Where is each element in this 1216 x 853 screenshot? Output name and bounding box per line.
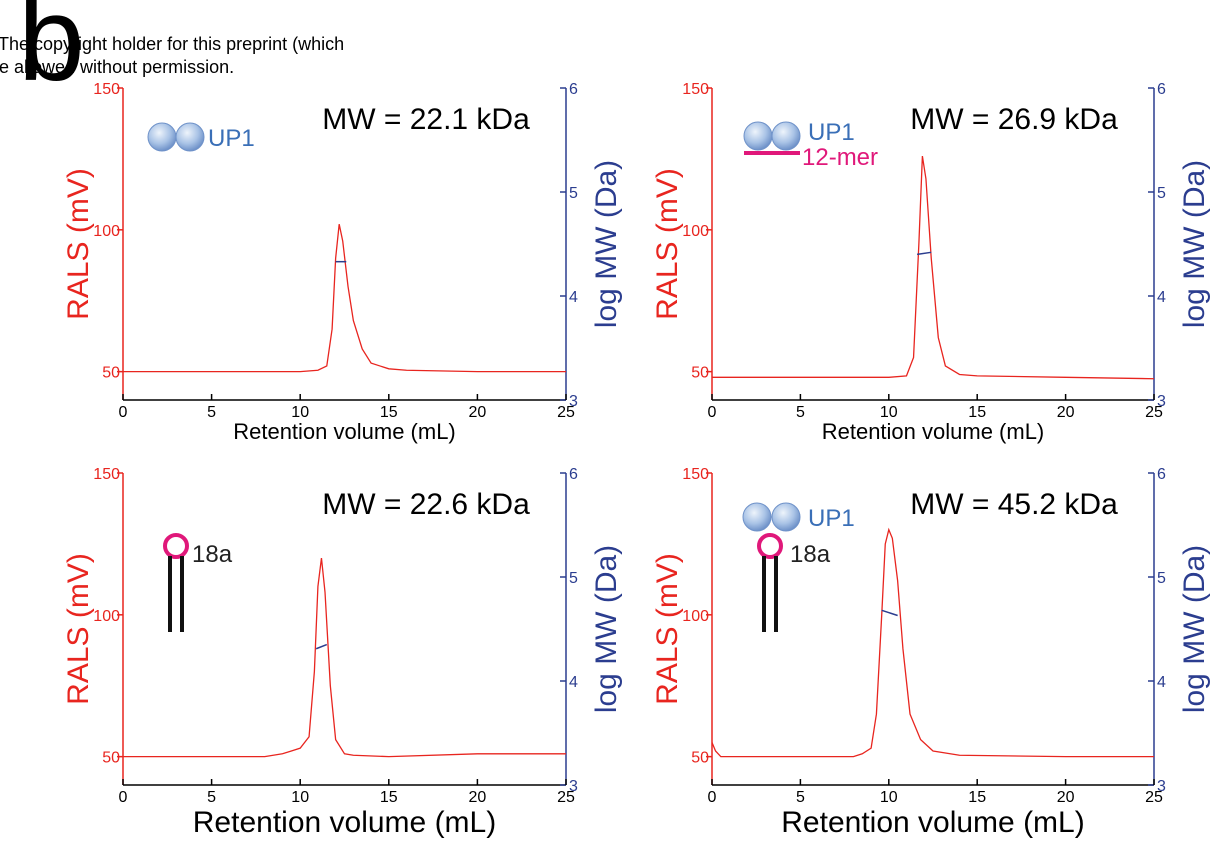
y2-tick-label: 5 (569, 185, 578, 202)
annotation: MW = 26.9 kDa (910, 103, 1118, 136)
annotation: MW = 22.6 kDa (322, 488, 530, 521)
y2-tick-label: 5 (1157, 570, 1166, 587)
y-tick-label: 150 (682, 466, 709, 483)
x-tick-label: 5 (207, 789, 216, 806)
y2-tick-label: 6 (1157, 466, 1166, 483)
x-tick-label: 10 (291, 789, 309, 806)
y2-tick-label: 6 (1157, 81, 1166, 98)
y-tick-label: 100 (93, 608, 120, 625)
y2-axis-label: log MW (Da) (590, 545, 623, 713)
y-axis-label: RALS (mV) (651, 553, 684, 705)
icon-label: UP1 (808, 505, 855, 532)
protein-icon (147, 122, 205, 152)
y2-tick-label: 4 (1157, 674, 1166, 691)
complex-icon (742, 502, 801, 632)
x-tick-label: 15 (968, 789, 986, 806)
figure-label: b (18, 0, 85, 106)
header-text: The copyright holder for this preprint (… (0, 34, 344, 54)
x-tick-label: 20 (1057, 404, 1075, 421)
y-tick-label: 100 (682, 608, 709, 625)
icon-label: UP1 (808, 119, 855, 146)
x-axis-label: Retention volume (mL) (781, 806, 1084, 839)
y2-tick-label: 4 (569, 674, 578, 691)
y-tick-label: 100 (93, 223, 120, 240)
data-line (881, 609, 898, 617)
annotation: MW = 22.1 kDa (322, 103, 530, 136)
y-tick-label: 50 (691, 750, 709, 767)
y-axis-label: RALS (mV) (62, 553, 95, 705)
y2-tick-label: 6 (569, 466, 578, 483)
icon-label: UP1 (208, 125, 255, 152)
y-tick-label: 50 (102, 750, 120, 767)
y2-tick-label: 5 (569, 570, 578, 587)
x-tick-label: 20 (469, 789, 487, 806)
y-tick-label: 50 (691, 365, 709, 382)
x-axis-label: Retention volume (mL) (233, 419, 456, 444)
x-tick-label: 5 (207, 404, 216, 421)
y-tick-label: 150 (93, 81, 120, 98)
x-tick-label: 20 (1057, 789, 1075, 806)
x-tick-label: 0 (708, 789, 717, 806)
y2-axis-label: log MW (Da) (1178, 160, 1211, 328)
data-line (711, 527, 1154, 758)
x-tick-label: 20 (469, 404, 487, 421)
y2-tick-label: 6 (569, 81, 578, 98)
header-text: se allowed without permission. (0, 57, 234, 77)
y2-axis-label: log MW (Da) (590, 160, 623, 328)
x-tick-label: 10 (291, 404, 309, 421)
data-line (712, 155, 1155, 380)
annotation: MW = 45.2 kDa (910, 488, 1118, 521)
x-tick-label: 5 (796, 404, 805, 421)
icon-label: 12-mer (802, 144, 878, 171)
y2-tick-label: 3 (1157, 393, 1166, 410)
data-line (123, 224, 566, 373)
x-tick-label: 10 (880, 789, 898, 806)
icon-label: 18a (192, 541, 233, 568)
x-tick-label: 25 (1145, 404, 1163, 421)
x-tick-label: 0 (119, 789, 128, 806)
data-line (916, 251, 932, 256)
x-axis-label: Retention volume (mL) (822, 419, 1045, 444)
x-tick-label: 25 (557, 404, 575, 421)
y-tick-label: 100 (682, 223, 709, 240)
hairpin-icon (163, 533, 189, 632)
x-tick-label: 10 (880, 404, 898, 421)
icon-label: 18a (790, 541, 831, 568)
x-tick-label: 15 (968, 404, 986, 421)
y-tick-label: 150 (93, 466, 120, 483)
complex-icon (743, 121, 801, 155)
x-tick-label: 0 (708, 404, 717, 421)
y-tick-label: 150 (682, 81, 709, 98)
y-tick-label: 50 (102, 365, 120, 382)
x-tick-label: 25 (557, 789, 575, 806)
y2-axis-label: log MW (Da) (1178, 545, 1211, 713)
y2-tick-label: 3 (1157, 778, 1166, 795)
x-axis-label: Retention volume (mL) (193, 806, 496, 839)
y-axis-label: RALS (mV) (651, 168, 684, 320)
x-tick-label: 5 (796, 789, 805, 806)
y2-tick-label: 3 (569, 778, 578, 795)
y2-tick-label: 4 (569, 289, 578, 306)
data-line (315, 643, 328, 650)
x-tick-label: 15 (380, 404, 398, 421)
x-tick-label: 25 (1145, 789, 1163, 806)
y2-tick-label: 5 (1157, 185, 1166, 202)
x-tick-label: 0 (119, 404, 128, 421)
data-line (123, 558, 566, 758)
y2-tick-label: 3 (569, 393, 578, 410)
y-axis-label: RALS (mV) (62, 168, 95, 320)
x-tick-label: 15 (380, 789, 398, 806)
y2-tick-label: 4 (1157, 289, 1166, 306)
